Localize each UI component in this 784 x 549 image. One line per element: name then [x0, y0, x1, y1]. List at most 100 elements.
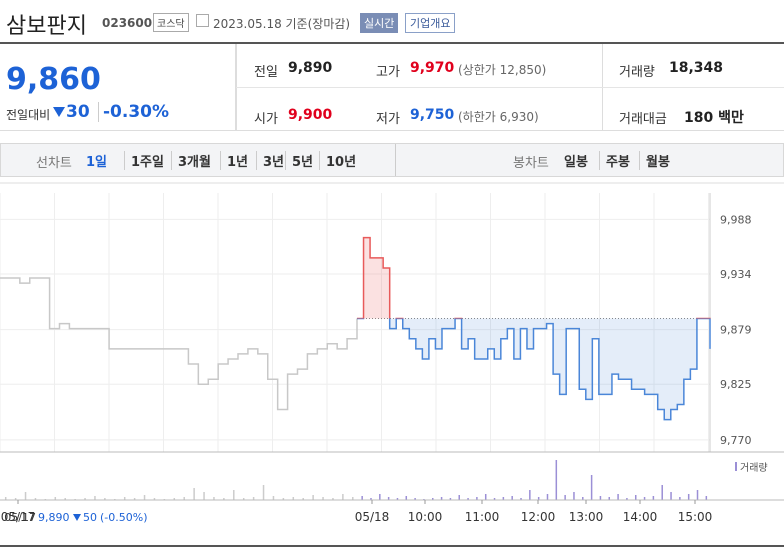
volume-bar	[537, 497, 540, 500]
tab-label: 선차트	[36, 156, 72, 171]
tab[interactable]: 일봉	[564, 155, 588, 170]
volume-bar	[484, 494, 487, 500]
volume-bar	[24, 492, 27, 500]
tab[interactable]: 1일	[86, 155, 108, 170]
volume-bar	[352, 497, 354, 500]
volume-bar	[312, 495, 314, 500]
code: 023600	[102, 16, 153, 30]
tab[interactable]: 3개월	[171, 151, 211, 170]
volume-bar	[652, 496, 655, 500]
divider	[0, 130, 784, 131]
volume-bar	[252, 497, 255, 500]
volume-bar	[608, 497, 611, 500]
x-tick-label: 14:00	[623, 510, 658, 524]
volume-bar	[84, 498, 86, 500]
volume-bar	[262, 485, 265, 500]
y-tick-label: 9,934	[720, 268, 752, 281]
volume-bar	[493, 498, 496, 500]
x-tick-label: 12:00	[521, 510, 556, 524]
y-tick-label: 9,879	[720, 324, 752, 337]
market: 코스닥	[153, 13, 189, 32]
tab[interactable]: 주봉	[599, 151, 630, 170]
area-down	[389, 318, 710, 420]
volume-bar	[133, 498, 136, 500]
date: 2023.05.18 기준(장마감)	[213, 17, 351, 31]
volume-bar	[432, 498, 434, 500]
tab-label: 봉차트	[513, 156, 549, 171]
change-label: 전일대비	[6, 108, 51, 122]
volume-bar	[467, 498, 469, 500]
volume-bar	[203, 492, 205, 500]
stat-divider	[236, 87, 784, 88]
legend-date: 05/17	[4, 511, 36, 524]
tab[interactable]: 3년	[256, 151, 284, 170]
volume-bar	[670, 492, 672, 500]
stat-label: 시가	[254, 112, 278, 127]
legend-down-icon	[73, 514, 81, 521]
volume-bar	[292, 497, 295, 500]
volume-bar	[687, 494, 690, 500]
volume-bar	[4, 497, 7, 500]
volume-bar	[511, 496, 513, 500]
volume-bar	[34, 498, 37, 500]
tab-divider	[395, 144, 396, 176]
price-line	[357, 318, 711, 421]
volume-bar	[282, 498, 285, 500]
volume-bar	[414, 498, 416, 500]
stat-label: 저가	[376, 112, 400, 127]
volume-legend-icon	[735, 462, 737, 471]
y-tick-label: 9,770	[720, 434, 752, 447]
volume-bar	[573, 492, 575, 500]
x-tick-label: 15:00	[678, 510, 713, 524]
stat-label: 거래량	[619, 65, 655, 80]
company-info-button[interactable]: 기업개요	[405, 13, 456, 33]
volume-bar	[396, 498, 399, 500]
volume-bar	[370, 498, 372, 500]
stat-value: 9,750	[410, 107, 455, 123]
volume-bar	[387, 497, 390, 500]
volume-bar	[173, 498, 176, 500]
volume-bar	[634, 495, 637, 500]
x-tick-label: 05/17	[1, 510, 36, 524]
volume-bar	[153, 498, 156, 500]
price: 9,860	[6, 62, 101, 97]
x-tick-label: 11:00	[465, 510, 500, 524]
stats: 전일 9,890 고가 9,970 (상한가 12,850) 거래량 18,348 시가 9,9…	[236, 44, 784, 130]
tab[interactable]: 월봉	[639, 151, 670, 170]
volume-bar	[143, 495, 146, 500]
volume-bar	[590, 475, 593, 500]
stat-value: 18,348	[669, 60, 724, 76]
stock-name: 삼보판지	[6, 14, 87, 39]
volume-bar	[626, 498, 628, 500]
stat-label: 고가	[376, 65, 400, 80]
volume-bar	[213, 497, 215, 500]
volume-bar	[332, 498, 334, 500]
legend-rate: (-0.50%)	[100, 511, 148, 524]
legend-change: 50	[83, 511, 97, 524]
tab[interactable]: 5년	[285, 151, 313, 170]
stat-value: 180 백만	[684, 110, 744, 126]
tab[interactable]: 1년	[220, 151, 248, 170]
volume-bar	[440, 497, 443, 500]
volume-bar	[476, 497, 478, 500]
volume-bar	[193, 488, 195, 500]
stat-sub: (상한가 12,850)	[458, 63, 547, 77]
tab[interactable]: 1주일	[124, 151, 164, 170]
realtime-button[interactable]: 실시간	[360, 13, 399, 33]
volume-bar	[64, 498, 66, 500]
volume-bar	[661, 485, 663, 500]
volume-bar	[233, 490, 235, 500]
volume-bar	[14, 498, 17, 500]
x-tick-label: 10:00	[408, 510, 443, 524]
volume-bar	[502, 497, 505, 500]
volume-bar	[599, 496, 602, 500]
price-line	[0, 277, 358, 411]
volume-bar	[379, 494, 381, 500]
volume-bar	[529, 490, 531, 500]
volume-bar	[302, 498, 304, 500]
tab[interactable]: 10년	[319, 151, 356, 170]
calendar-icon	[196, 14, 209, 27]
volume-bar	[617, 494, 619, 500]
volume-bar	[520, 498, 522, 500]
stat-value: 9,890	[288, 60, 333, 76]
